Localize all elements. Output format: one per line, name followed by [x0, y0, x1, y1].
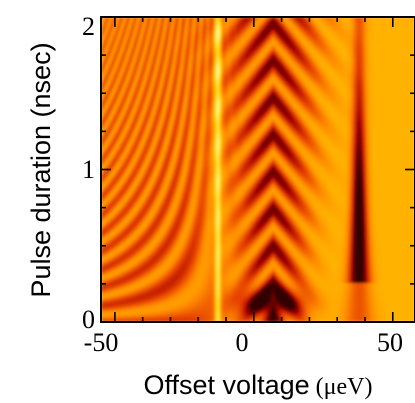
y-tick-label-0: 0 [82, 305, 95, 334]
x-axis-unit: (μeV) [316, 374, 373, 400]
y-tick-label-2: 2 [82, 12, 95, 41]
y-tick-label-1: 1 [82, 155, 95, 184]
y-axis-label: Pulse duration (nsec) [26, 42, 56, 297]
x-axis-label-text: Offset voltage [144, 370, 310, 400]
x-axis-label: Offset voltage (μeV) [144, 370, 373, 400]
x-tick-label-50: 50 [377, 328, 403, 357]
heatmap-area [101, 17, 415, 322]
heatmap-image [101, 17, 415, 322]
x-tick-label-0: 0 [236, 328, 249, 357]
